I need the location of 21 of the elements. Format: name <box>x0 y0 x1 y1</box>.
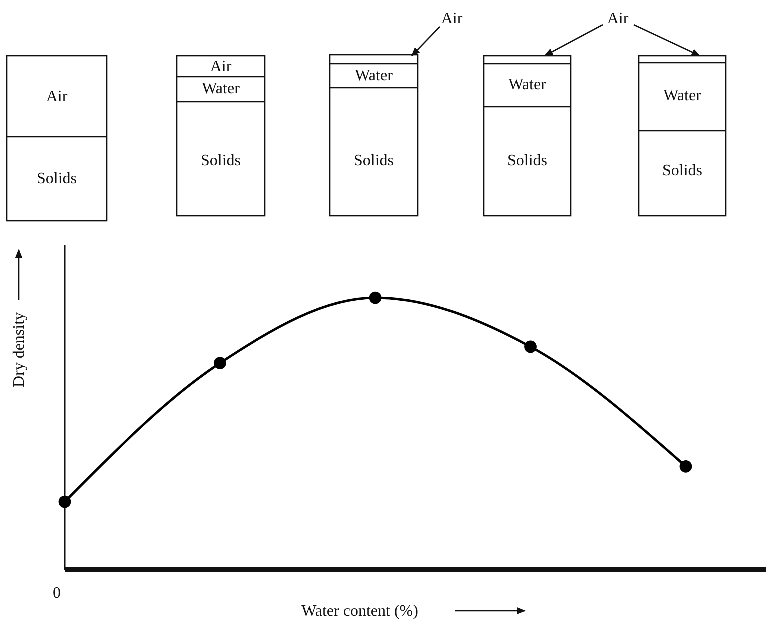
point <box>214 357 226 370</box>
text: Air <box>607 10 630 28</box>
text: Air <box>46 88 68 106</box>
text: Solids <box>36 170 78 188</box>
point <box>369 292 382 304</box>
text: Water <box>355 68 394 85</box>
point <box>58 496 72 508</box>
text: Solids <box>507 152 548 170</box>
y-axis-title: Dry density <box>11 312 28 388</box>
text: Solids <box>662 162 703 180</box>
text: Water <box>202 80 241 98</box>
text: Air <box>441 10 464 28</box>
text: Solids <box>354 152 394 170</box>
point <box>680 460 692 473</box>
text: Water <box>664 88 702 105</box>
text: 0 <box>53 585 61 602</box>
text: Air <box>210 58 232 76</box>
text: Solids <box>200 152 242 170</box>
x-axis-title: Water content (%) <box>302 603 418 620</box>
text: Water <box>508 76 548 94</box>
point <box>524 340 537 354</box>
